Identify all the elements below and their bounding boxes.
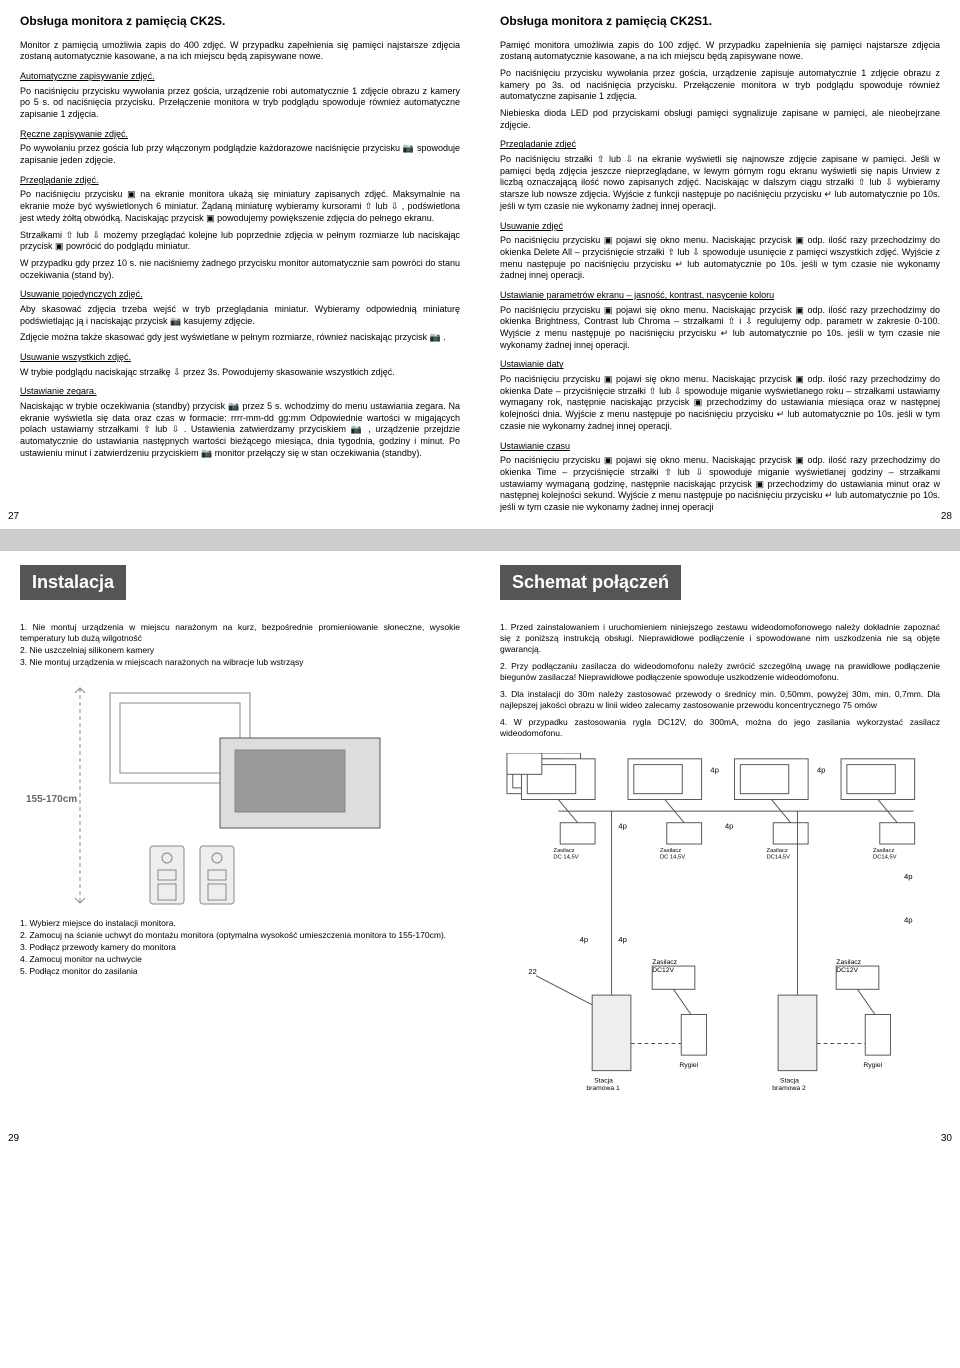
svg-text:4p: 4p — [710, 766, 719, 775]
svg-text:Rygiel: Rygiel — [679, 1062, 698, 1069]
title-bar: Instalacja — [20, 565, 460, 610]
body-text: Po naciśnięciu przycisku ▣ na ekranie mo… — [20, 189, 460, 224]
svg-text:bramowa 2: bramowa 2 — [772, 1085, 806, 1092]
svg-text:DC12V: DC12V — [836, 967, 858, 974]
svg-text:4p: 4p — [618, 935, 627, 944]
section-heading: Automatyczne zapisywanie zdjęć. — [20, 71, 460, 83]
svg-text:Zasilacz: Zasilacz — [766, 848, 787, 854]
top-pages: Obsługa monitora z pamięcią CK2S. Monito… — [0, 0, 960, 529]
page-number: 30 — [941, 1132, 952, 1145]
svg-text:4p: 4p — [904, 916, 913, 925]
body-text: Po naciśnięciu strzałki ⇧ lub ⇩ na ekran… — [500, 154, 940, 212]
installation-diagram: 155-170cm — [20, 678, 460, 908]
steps-list: 1. Wybierz miejsce do instalacji monitor… — [20, 918, 460, 977]
list-item: 1. Nie montuj urządzenia w miejscu naraż… — [20, 622, 460, 644]
section-heading: Ustawianie daty — [500, 359, 940, 371]
page-number: 29 — [8, 1132, 19, 1145]
section-title: Instalacja — [20, 565, 126, 600]
wiring-svg: 4p4p 4p4p 4p4p 4p4p 22 ZasilaczDC 14,5V … — [506, 753, 934, 1121]
dimension-label: 155-170cm — [26, 793, 77, 806]
list-item: 1. Wybierz miejsce do instalacji monitor… — [20, 918, 460, 929]
body-text: Po naciśnięciu przycisku ▣ pojawi się ok… — [500, 374, 940, 432]
page-30: Schemat połączeń 1. Przed zainstalowanie… — [480, 551, 960, 1152]
body-text: Po naciśnięciu przycisku ▣ pojawi się ok… — [500, 305, 940, 352]
svg-text:Zasilacz: Zasilacz — [660, 848, 681, 854]
list-item: 1. Przed zainstalowaniem i uruchomieniem… — [500, 622, 940, 655]
intro-text: Monitor z pamięcią umożliwia zapis do 40… — [20, 40, 460, 63]
body-text: Po naciśnięciu przycisku ▣ pojawi się ok… — [500, 235, 940, 282]
svg-text:DC12V: DC12V — [652, 967, 674, 974]
list-item: 2. Nie uszczelniaj silikonem kamery — [20, 645, 460, 656]
section-heading: Usuwanie wszystkich zdjęć. — [20, 352, 460, 364]
svg-text:22: 22 — [528, 967, 537, 976]
intro-text: Pamięć monitora umożliwia zapis do 100 z… — [500, 40, 940, 63]
list-item: 2. Zamocuj na ścianie uchwyt do montażu … — [20, 930, 460, 941]
notes-list: 1. Przed zainstalowaniem i uruchomieniem… — [500, 622, 940, 739]
list-item: 4. Zamocuj monitor na uchwycie — [20, 954, 460, 965]
body-text: Po naciśnięciu przycisku ▣ pojawi się ok… — [500, 455, 940, 513]
svg-text:DC 14,5V: DC 14,5V — [553, 855, 578, 861]
section-heading: Usuwanie pojedynczych zdjęć. — [20, 289, 460, 301]
body-text: Po wywołaniu przez gościa lub przy włącz… — [20, 143, 460, 166]
section-heading: Przeglądanie zdjęć. — [20, 175, 460, 187]
section-heading: Ustawianie parametrów ekranu – jasność, … — [500, 290, 940, 302]
page-27: Obsługa monitora z pamięcią CK2S. Monito… — [0, 0, 480, 529]
svg-text:Rygiel: Rygiel — [863, 1062, 882, 1069]
bottom-pages: Instalacja 1. Nie montuj urządzenia w mi… — [0, 551, 960, 1152]
svg-text:bramowa 1: bramowa 1 — [586, 1085, 620, 1092]
section-heading: Ustawianie czasu — [500, 441, 940, 453]
svg-text:4p: 4p — [904, 872, 913, 881]
page-divider — [0, 529, 960, 551]
list-item: 5. Podłącz monitor do zasilania — [20, 966, 460, 977]
body-text: Zdjęcie można także skasować gdy jest wy… — [20, 332, 460, 344]
svg-text:Zasilacz: Zasilacz — [652, 960, 677, 967]
body-text: Po naciśnięciu przycisku wywołania przez… — [500, 68, 940, 103]
svg-text:4p: 4p — [618, 822, 627, 831]
page-28: Obsługa monitora z pamięcią CK2S1. Pamię… — [480, 0, 960, 529]
body-text: W przypadku gdy przez 10 s. nie naciśnie… — [20, 258, 460, 281]
body-text: Strzałkami ⇧ lub ⇩ możemy przeglądać kol… — [20, 230, 460, 253]
section-title: Schemat połączeń — [500, 565, 681, 600]
title-bar: Schemat połączeń — [500, 565, 940, 610]
list-item: 3. Podłącz przewody kamery do monitora — [20, 942, 460, 953]
page-number: 27 — [8, 510, 19, 523]
list-item: 4. W przypadku zastosowania rygla DC12V,… — [500, 717, 940, 739]
body-text: Aby skasować zdjęcia trzeba wejść w tryb… — [20, 304, 460, 327]
svg-text:Zasilacz: Zasilacz — [553, 848, 574, 854]
svg-text:4p: 4p — [817, 766, 826, 775]
body-text: Po naciśnięciu przycisku wywołania przez… — [20, 86, 460, 121]
body-text: Naciskając w trybie oczekiwania (standby… — [20, 401, 460, 459]
section-heading: Usuwanie zdjęć — [500, 221, 940, 233]
page-title: Obsługa monitora z pamięcią CK2S. — [20, 14, 460, 30]
section-heading: Ustawianie zegara. — [20, 386, 460, 398]
svg-text:4p: 4p — [725, 822, 734, 831]
wiring-diagram: 4p4p 4p4p 4p4p 4p4p 22 ZasilaczDC 14,5V … — [500, 747, 940, 1127]
body-text: W trybie podglądu naciskając strzałkę ⇩ … — [20, 367, 460, 379]
warnings-list: 1. Nie montuj urządzenia w miejscu naraż… — [20, 622, 460, 668]
svg-text:Stacja: Stacja — [780, 1078, 799, 1085]
svg-text:DC14,5V: DC14,5V — [873, 855, 897, 861]
svg-text:4p: 4p — [580, 935, 589, 944]
install-svg — [20, 678, 460, 908]
list-item: 2. Przy podłączaniu zasilacza do wideodo… — [500, 661, 940, 683]
page-title: Obsługa monitora z pamięcią CK2S1. — [500, 14, 940, 30]
svg-text:DC14,5V: DC14,5V — [766, 855, 790, 861]
page-number: 28 — [941, 510, 952, 523]
svg-text:Stacja: Stacja — [594, 1078, 613, 1085]
section-heading: Ręczne zapisywanie zdjęć. — [20, 129, 460, 141]
section-heading: Przeglądanie zdjęć — [500, 139, 940, 151]
page-29: Instalacja 1. Nie montuj urządzenia w mi… — [0, 551, 480, 1152]
body-text: Niebieska dioda LED pod przyciskami obsł… — [500, 108, 940, 131]
list-item: 3. Dla instalacji do 30m należy zastosow… — [500, 689, 940, 711]
svg-text:Zasilacz: Zasilacz — [836, 960, 861, 967]
list-item: 3. Nie montuj urządzenia w miejscach nar… — [20, 657, 460, 668]
svg-text:Zasilacz: Zasilacz — [873, 848, 894, 854]
svg-text:DC 14,5V: DC 14,5V — [660, 855, 685, 861]
